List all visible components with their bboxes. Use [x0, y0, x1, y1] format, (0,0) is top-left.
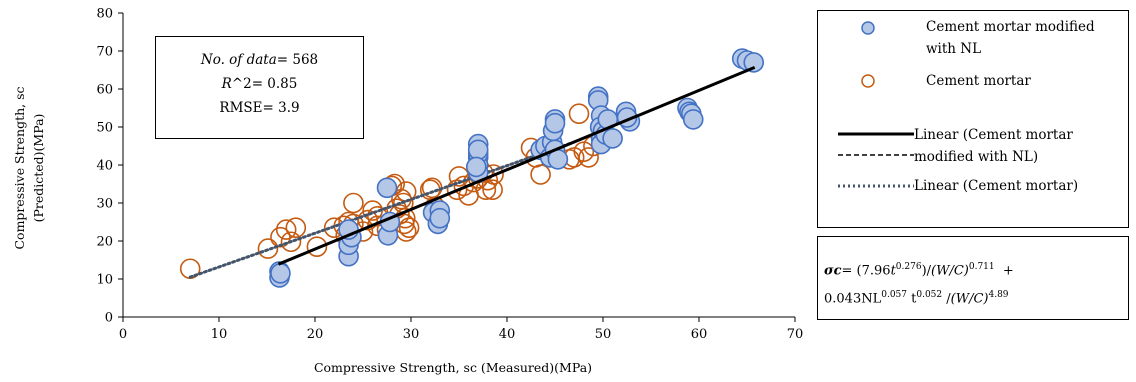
data-point-nl [467, 139, 489, 161]
trendline-cement-mortar [188, 142, 571, 279]
legend-marker-cm [861, 74, 875, 88]
legend-line-nl [838, 132, 914, 156]
legend-label-linear-nl-line2: modified with NL) [914, 149, 1039, 165]
data-point-cement-mortar [343, 192, 364, 214]
data-point-cement-mortar [530, 164, 551, 185]
trendline-nl [277, 65, 756, 266]
formula-line1: σc= (7.96t0.276)/(W/C)0.711 + [824, 262, 1014, 279]
y-tick-label: 20 [96, 235, 113, 250]
y-tick-label: 60 [96, 83, 113, 98]
data-point-cement-mortar [357, 209, 379, 231]
y-axis-title-line2: (Predicted)(MPa) [31, 114, 46, 223]
data-point-nl [682, 109, 704, 130]
x-tick-label: 20 [307, 327, 324, 342]
y-tick-label: 0 [105, 311, 113, 326]
data-point-cement-mortar [398, 217, 420, 238]
legend-label-nl-line1: Cement mortar modified [926, 19, 1095, 35]
legend-label-linear-nl-line1: Linear (Cement mortar [914, 127, 1073, 143]
data-point-cement-mortar [257, 238, 279, 259]
data-point-nl [544, 112, 566, 134]
x-tick-label: 70 [787, 327, 804, 342]
data-point-cement-mortar [573, 141, 595, 162]
x-tick-label: 30 [403, 327, 420, 342]
legend-label-linear-cm: Linear (Cement mortar) [914, 178, 1079, 194]
data-point-nl [270, 262, 291, 284]
formula-box: σc= (7.96t0.276)/(W/C)0.711 + 0.043NL0.0… [817, 236, 1129, 320]
legend-label-nl-line2: with NL [926, 41, 982, 57]
data-point-nl [465, 156, 487, 178]
x-tick-label: 50 [595, 327, 612, 342]
data-point-cement-mortar [568, 103, 590, 124]
formula-line2: 0.043NL0.057 t0.052 /(W/C)4.89 [824, 290, 1009, 307]
legend-marker-nl [861, 21, 875, 35]
plot-area: 0 10 20 30 40 50 60 70 80 0 10 20 30 40 50 60 70 [96, 7, 803, 343]
data-point-cement-mortar [578, 147, 599, 168]
data-point-nl [429, 207, 451, 229]
x-tick-label: 10 [211, 327, 228, 342]
legend-line-cm [838, 184, 914, 188]
data-point-cement-mortar [285, 217, 307, 238]
y-tick-label: 80 [96, 7, 113, 22]
stats-box: No. of data= 568 R^2= 0.85 RMSE= 3.9 [155, 36, 364, 139]
r-squared: R^2= 0.85 [221, 76, 298, 92]
y-tick-label: 70 [96, 45, 113, 60]
legend-label-cm: Cement mortar [926, 73, 1031, 89]
x-axis-title: Compressive Strength, sc (Measured)(MPa) [314, 360, 592, 375]
y-tick-label: 10 [96, 273, 113, 288]
data-point-cement-mortar [275, 219, 297, 240]
x-tick-label: 40 [499, 327, 516, 342]
y-axis-title-line1: Compressive Strength, sc [12, 86, 27, 249]
data-point-cement-mortar [280, 231, 302, 253]
data-count: No. of data= 568 [200, 52, 319, 68]
data-point-nl [376, 177, 398, 199]
x-tick-label: 60 [691, 327, 708, 342]
data-point-cement-mortar [482, 179, 503, 200]
data-point-nl [602, 128, 623, 149]
x-tick-label: 0 [119, 327, 127, 342]
y-tick-label: 50 [96, 121, 113, 136]
data-point-nl [743, 52, 765, 73]
y-tick-label: 30 [96, 197, 113, 212]
y-tick-label: 40 [96, 159, 113, 174]
data-point-cement-mortar [306, 236, 328, 257]
rmse: RMSE= 3.9 [219, 100, 300, 116]
legend: Cement mortar modified with NL Cement mo… [817, 10, 1129, 228]
